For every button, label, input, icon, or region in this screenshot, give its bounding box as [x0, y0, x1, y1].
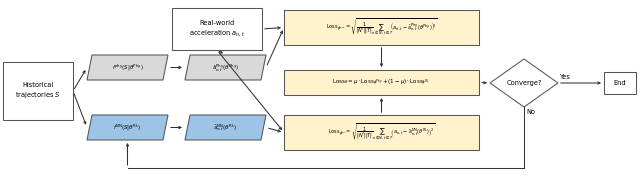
Bar	[284, 70, 479, 95]
Polygon shape	[185, 115, 266, 140]
Text: $\mathrm{Loss}_{\phi^{\mathrm{Phy}}} = \sqrt{\dfrac{1}{|N'||T|}\sum_{n\in N,\,t\: $\mathrm{Loss}_{\phi^{\mathrm{Phy}}} = \…	[326, 18, 437, 37]
Text: $\mathrm{Loss}_{\phi^{\mathrm{RL}}} = \sqrt{\dfrac{1}{|N'||T|}\sum_{n\in N,\,t\i: $\mathrm{Loss}_{\phi^{\mathrm{RL}}} = \s…	[328, 123, 435, 142]
Bar	[172, 8, 262, 50]
Text: Historical
trajectories $S$: Historical trajectories $S$	[15, 82, 61, 100]
Text: $\hat{a}_{n,t}^{\rm Phy}(\theta^{\rm Phy})$: $\hat{a}_{n,t}^{\rm Phy}(\theta^{\rm Phy…	[212, 62, 239, 73]
Polygon shape	[87, 115, 168, 140]
Text: Converge?: Converge?	[506, 80, 541, 86]
Text: $\mathrm{Loss}_{\theta}=\mu\cdot\mathrm{Loss}_{\phi^{\mathrm{Phy}}}+(1-\mu)\cdot: $\mathrm{Loss}_{\theta}=\mu\cdot\mathrm{…	[332, 77, 431, 88]
Bar	[284, 115, 479, 150]
Text: $f^{\rm phy}(S|\theta^{\rm Phy})$: $f^{\rm phy}(S|\theta^{\rm Phy})$	[111, 62, 143, 73]
Bar	[604, 72, 636, 94]
Polygon shape	[185, 55, 266, 80]
Polygon shape	[490, 59, 558, 107]
Text: Yes: Yes	[560, 74, 571, 80]
Text: $\hat{a}_{n,t}^{\rm NN}(\theta^{\rm RL})$: $\hat{a}_{n,t}^{\rm NN}(\theta^{\rm RL})…	[214, 122, 237, 132]
Polygon shape	[87, 55, 168, 80]
Text: End: End	[614, 80, 627, 86]
Text: $f^{\rm NN}(S|\theta^{\rm RL})$: $f^{\rm NN}(S|\theta^{\rm RL})$	[113, 122, 141, 133]
Text: No: No	[526, 109, 535, 115]
Bar	[3, 62, 73, 120]
Bar	[284, 10, 479, 45]
Text: Real-world
acceleration $a_{n,t}$: Real-world acceleration $a_{n,t}$	[189, 20, 245, 38]
